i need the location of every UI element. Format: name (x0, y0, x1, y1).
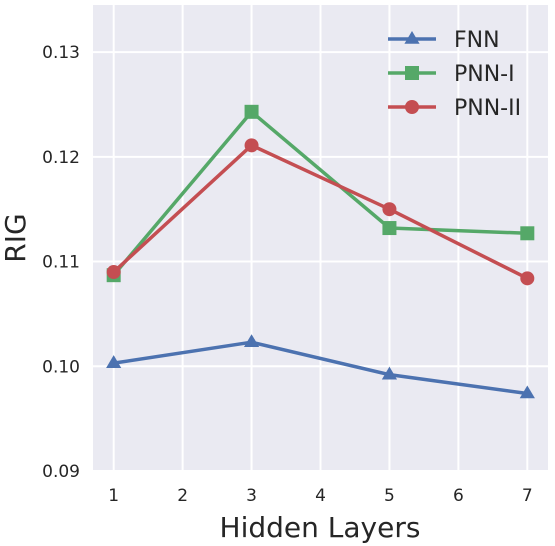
data-point-marker (382, 202, 397, 217)
series-group (106, 104, 535, 399)
x-tick-label: 3 (246, 486, 257, 506)
x-tick-label: 5 (384, 486, 395, 506)
data-point-marker (381, 366, 398, 380)
data-point-marker (106, 265, 121, 280)
y-tick-label: 0.09 (42, 462, 80, 482)
series-fnn (106, 334, 535, 399)
legend-item-pnn-i: PNN-I (388, 62, 515, 87)
x-tick-label: 6 (453, 486, 464, 506)
legend-label: PNN-II (454, 96, 521, 121)
tick-labels: 1 2 3 4 5 6 7 0.09 0.10 0.11 0.12 0.13 (42, 43, 533, 506)
x-tick-label: 2 (177, 486, 188, 506)
data-point-marker (243, 334, 260, 347)
legend-item-fnn: FNN (388, 28, 500, 53)
legend-label: FNN (454, 28, 500, 53)
legend: FNN PNN-I PNN-II (388, 28, 521, 121)
series-line (113, 340, 528, 396)
data-point-marker (106, 355, 122, 368)
data-point-marker (244, 104, 259, 119)
legend-marker (405, 100, 419, 114)
data-point-marker (519, 385, 535, 399)
series-line (112, 110, 528, 277)
legend-marker (404, 31, 420, 44)
data-point-marker (520, 271, 535, 286)
x-axis-title: Hidden Layers (220, 511, 421, 544)
grid (93, 5, 548, 472)
data-point-marker (382, 221, 397, 236)
x-tick-label: 4 (315, 486, 326, 506)
legend-marker (405, 66, 419, 80)
series-line (112, 143, 529, 280)
y-tick-label: 0.11 (42, 253, 80, 273)
data-point-marker (244, 138, 259, 153)
legend-item-pnn-ii: PNN-II (388, 96, 521, 121)
x-tick-label: 1 (108, 486, 119, 506)
y-axis-title: RIG (0, 213, 32, 262)
y-tick-label: 0.10 (42, 357, 80, 377)
x-tick-label: 7 (522, 486, 533, 506)
y-tick-label: 0.13 (42, 43, 80, 63)
legend-label: PNN-I (454, 62, 515, 87)
data-point-marker (520, 226, 535, 241)
series-pnn-ii (106, 138, 535, 286)
y-tick-label: 0.12 (42, 148, 80, 168)
